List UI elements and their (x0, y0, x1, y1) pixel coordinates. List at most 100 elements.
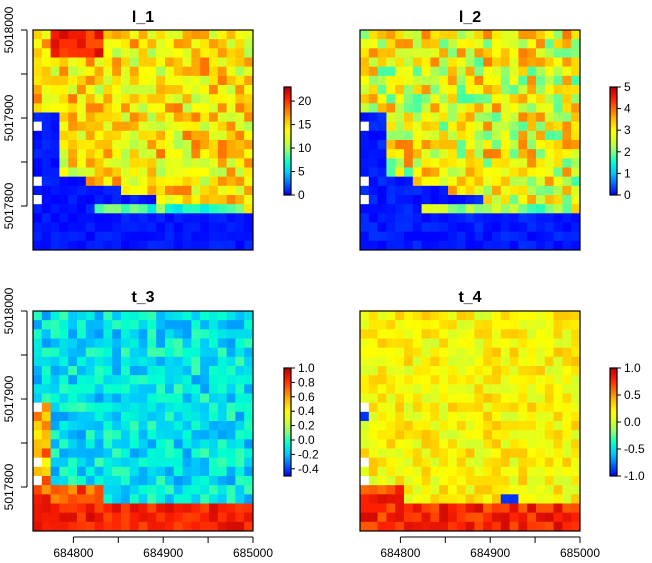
raster-cell (509, 485, 519, 495)
raster-cell (59, 466, 69, 477)
raster-cell (173, 356, 183, 367)
raster-cell (244, 393, 254, 404)
raster-cell (147, 167, 157, 178)
raster-cell (562, 329, 572, 339)
raster-cell (483, 347, 493, 358)
raster-cell (562, 30, 572, 40)
raster-cell (165, 476, 175, 486)
raster-cell (244, 57, 254, 68)
raster-cell (404, 329, 414, 339)
raster-cell (138, 185, 148, 196)
legend-color-segment (610, 162, 617, 165)
raster-cells (33, 311, 254, 532)
raster-cell (59, 512, 69, 523)
raster-cell (404, 338, 414, 349)
raster-cell (518, 213, 528, 223)
raster-cells (360, 311, 581, 532)
raster-cell (173, 421, 183, 431)
raster-cell (421, 85, 431, 95)
raster-cell (103, 149, 113, 159)
legend-color-segment (284, 387, 291, 390)
raster-cell (386, 494, 396, 504)
raster-cell (509, 213, 519, 223)
raster-cell (235, 240, 245, 251)
raster-cell (544, 329, 554, 339)
legend-color-segment (284, 117, 291, 120)
legend-color-segment (284, 180, 291, 183)
raster-cell (50, 411, 60, 422)
legend-color-segment (284, 375, 291, 378)
raster-cell (412, 204, 422, 214)
raster-cell (456, 366, 466, 376)
raster-cell (217, 222, 227, 233)
raster-cell (404, 347, 414, 358)
legend-color-segment (610, 389, 617, 392)
raster-cell (527, 476, 537, 486)
raster-cell (509, 140, 519, 150)
legend-color-segment (610, 468, 617, 471)
raster-cell (448, 94, 458, 104)
legend-color-segment (610, 164, 617, 167)
raster-cell (483, 30, 493, 40)
raster-cell (377, 329, 387, 339)
raster-cell (492, 195, 502, 205)
raster-cell (173, 231, 183, 242)
raster-cell (412, 347, 422, 358)
raster-cell (492, 176, 502, 187)
legend-color-segment (610, 427, 617, 430)
raster-cell (235, 213, 245, 223)
raster-cell (156, 130, 166, 141)
raster-cell (562, 338, 572, 349)
raster-cell (138, 375, 148, 385)
raster-cell (553, 121, 563, 132)
raster-cell (386, 75, 396, 86)
raster-cell (209, 421, 219, 431)
raster-cell (500, 430, 510, 440)
raster-cell (474, 393, 484, 404)
raster-cell (138, 356, 148, 367)
raster-cell (59, 158, 69, 168)
raster-cell (421, 48, 431, 58)
raster-cell (509, 356, 519, 367)
raster-cell (85, 30, 95, 40)
raster-cell (226, 503, 236, 514)
raster-cell (474, 356, 484, 367)
raster-cell (191, 185, 201, 196)
raster-cell (41, 421, 51, 431)
raster-cell (571, 430, 581, 440)
legend-color-segment (610, 434, 617, 437)
raster-cell (121, 48, 131, 58)
raster-cell (544, 149, 554, 159)
raster-cell (85, 329, 95, 339)
raster-cell (41, 485, 51, 495)
raster-cell (509, 338, 519, 349)
raster-cell (360, 466, 370, 477)
raster-cell (474, 213, 484, 223)
legend-color-segment (610, 402, 617, 405)
raster-cell (147, 185, 157, 196)
raster-cell (360, 231, 370, 242)
raster-cell (448, 103, 458, 113)
legend-color-segment (284, 119, 291, 122)
raster-cell (103, 494, 113, 504)
raster-cell (571, 231, 581, 242)
raster-cell (509, 421, 519, 431)
raster-cell (50, 393, 60, 404)
raster-cell (209, 195, 219, 205)
raster-cell (571, 448, 581, 459)
raster-cell (209, 48, 219, 58)
raster-cell (395, 149, 405, 159)
raster-cell (200, 185, 210, 196)
raster-cell (544, 366, 554, 376)
raster-cell (536, 231, 546, 242)
raster-cell (235, 384, 245, 394)
raster-cell (395, 311, 405, 321)
raster-cell (412, 466, 422, 477)
legend-color-segment (284, 94, 291, 97)
legend-color-segment (284, 175, 291, 178)
legend-color-segment (610, 117, 617, 120)
raster-cell (562, 103, 572, 113)
raster-cell (68, 195, 78, 205)
raster-cell (448, 439, 458, 449)
raster-cell (360, 311, 370, 321)
